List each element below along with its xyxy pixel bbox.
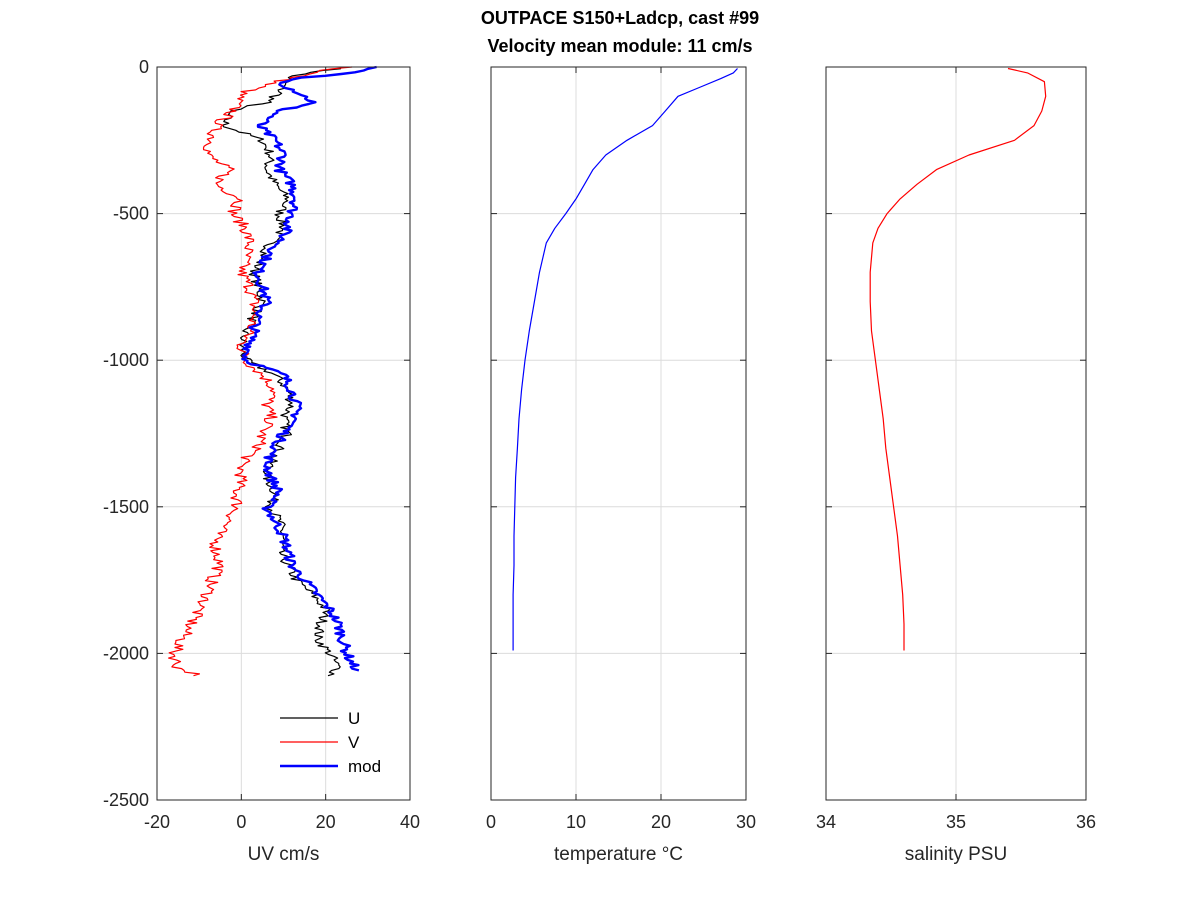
series-line-salinity [869, 67, 1047, 651]
y-tick-label: -1500 [103, 497, 149, 517]
x-tick-label: 36 [1076, 812, 1096, 832]
y-tick-label: -500 [113, 204, 149, 224]
plot-area [491, 67, 746, 800]
legend-label-mod: mod [348, 757, 381, 776]
x-axis-label: salinity PSU [905, 844, 1007, 865]
x-tick-label: 10 [566, 812, 586, 832]
x-tick-label: 40 [400, 812, 420, 832]
x-tick-label: 0 [486, 812, 496, 832]
y-tick-label: -2000 [103, 643, 149, 663]
axes-box [156, 66, 411, 801]
x-tick-label: 20 [316, 812, 336, 832]
axes-box [490, 66, 747, 801]
x-tick-label: 34 [816, 812, 836, 832]
temperature-panel: 0 10 20 30 temperature °C [486, 66, 756, 865]
figure-title-line1: OUTPACE S150+Ladcp, cast #99 [481, 8, 759, 28]
series-line-v [168, 66, 353, 677]
salinity-panel: 34 35 36 salinity PSU [816, 66, 1096, 865]
x-tick-label: 30 [736, 812, 756, 832]
series-line-temperature [512, 68, 738, 651]
series-line-mod [241, 65, 377, 672]
legend-label-u: U [348, 709, 360, 728]
y-tick-label: -2500 [103, 790, 149, 810]
velocity-panel: -20 0 20 40 0 -500 -1000 -1500 -2000 -2500 UV cm/s… [103, 57, 420, 865]
x-tick-label: -20 [144, 812, 170, 832]
x-tick-label: 35 [946, 812, 966, 832]
figure-title-line2: Velocity mean module: 11 cm/s [487, 36, 752, 56]
x-axis-label: temperature °C [554, 844, 683, 865]
series-line-u [222, 66, 342, 677]
legend-label-v: V [348, 733, 360, 752]
x-tick-label: 0 [236, 812, 246, 832]
x-tick-label: 20 [651, 812, 671, 832]
x-axis-label: UV cm/s [248, 844, 320, 865]
y-tick-label: -1000 [103, 350, 149, 370]
y-tick-label: 0 [139, 57, 149, 77]
